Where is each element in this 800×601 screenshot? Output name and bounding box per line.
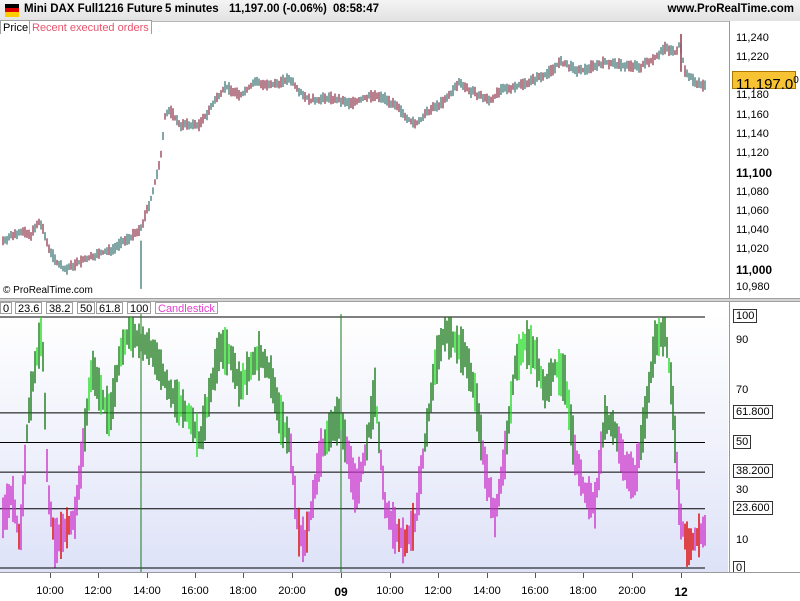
- time-axis-tick: [147, 573, 148, 578]
- right-axis: [729, 21, 800, 572]
- price-axis-label: 11,180: [736, 89, 769, 101]
- price-axis-label: 11,100: [736, 166, 773, 180]
- instrument-name: Mini DAX Full1216 Future: [24, 3, 163, 15]
- oscillator-axis-label: 90: [736, 334, 749, 346]
- oscillator-axis-label: 30: [736, 484, 749, 496]
- oscillator-panel[interactable]: [0, 314, 728, 572]
- fib-tab-50[interactable]: 50: [77, 302, 96, 315]
- price-axis-label: 11,060: [736, 205, 769, 217]
- time-axis: [0, 572, 800, 601]
- time-axis-tick: [487, 573, 488, 578]
- fib-level-box: 38.200: [733, 464, 773, 478]
- time-axis-tick: [438, 573, 439, 578]
- fib-tab-38-2[interactable]: 38.2: [46, 302, 74, 315]
- current-price-tag: 11,197.00: [732, 71, 799, 93]
- title-bar: Mini DAX Full1216 Future 5 minutes 11,19…: [0, 0, 800, 22]
- german-flag-icon: [5, 4, 19, 17]
- time-axis-tick: [195, 573, 196, 578]
- fib-level-box: 50: [733, 435, 752, 449]
- price-axis-label: 10,980: [736, 281, 770, 293]
- price-change: 11,197.00 (-0.06%): [229, 3, 327, 15]
- time-axis-label: 09: [334, 585, 348, 599]
- time-axis-label: 20:00: [278, 585, 306, 597]
- time-axis-label: 18:00: [569, 585, 597, 597]
- fib-level-box: 23.600: [733, 501, 773, 515]
- price-axis-label: 11,020: [736, 243, 769, 255]
- time-axis-label: 12: [674, 585, 688, 599]
- price-chart-panel[interactable]: [0, 34, 728, 298]
- time-axis-tick: [292, 573, 293, 578]
- fib-level-box: 100: [733, 309, 758, 323]
- price-axis-label: 11,160: [736, 109, 769, 121]
- time-axis-label: 14:00: [133, 585, 161, 597]
- fib-tab-100[interactable]: 100: [127, 302, 152, 315]
- panel-separator[interactable]: [0, 298, 800, 302]
- site-link[interactable]: www.ProRealTime.com: [667, 3, 794, 15]
- time-axis-tick: [535, 573, 536, 578]
- oscillator-axis-label: 10: [736, 534, 749, 546]
- price-axis-label: 11,220: [736, 51, 769, 63]
- time-axis-label: 12:00: [84, 585, 112, 597]
- fib-tab-23-6[interactable]: 23.6: [15, 302, 43, 315]
- time-axis-label: 18:00: [229, 585, 257, 597]
- time-axis-tick: [341, 573, 342, 578]
- fib-level-box: 61.800: [733, 405, 773, 419]
- time-axis-tick: [632, 573, 633, 578]
- time-axis-label: 10:00: [36, 585, 64, 597]
- time-axis-label: 14:00: [473, 585, 501, 597]
- oscillator-axis-label: 70: [736, 384, 749, 396]
- oscillator-chart: [0, 314, 706, 572]
- price-axis-label: 11,040: [736, 224, 769, 236]
- time-axis-label: 20:00: [618, 585, 646, 597]
- time-axis-label: 10:00: [376, 585, 404, 597]
- time-axis-tick: [583, 573, 584, 578]
- price-axis-label: 11,120: [736, 147, 769, 159]
- price-axis-label: 11,240: [736, 32, 769, 44]
- time-axis-label: 16:00: [181, 585, 209, 597]
- price-axis-label: 11,000: [736, 263, 773, 277]
- current-price-sup: 0: [793, 75, 799, 86]
- time-axis-label: 12:00: [424, 585, 452, 597]
- time-axis-tick: [390, 573, 391, 578]
- tab-recent-orders[interactable]: Recent executed orders: [29, 20, 152, 36]
- time-axis-tick: [98, 573, 99, 578]
- time-axis-tick: [243, 573, 244, 578]
- price-axis-label: 11,140: [736, 128, 769, 140]
- period-label[interactable]: 5 minutes: [165, 3, 219, 15]
- fib-level-box: 0: [733, 561, 746, 575]
- price-chart: [2, 34, 706, 289]
- last-update-time: 08:58:47: [333, 3, 380, 15]
- copyright-text: © ProRealTime.com: [3, 285, 93, 296]
- fib-tab-61-8[interactable]: 61.8: [96, 302, 124, 315]
- current-price-value: 11,197.0: [736, 76, 794, 93]
- time-axis-tick: [50, 573, 51, 578]
- indicator-candlestick-tab[interactable]: Candlestick: [155, 302, 218, 315]
- fib-tab-0[interactable]: 0: [0, 302, 13, 315]
- time-axis-label: 16:00: [521, 585, 549, 597]
- price-axis-label: 11,080: [736, 186, 769, 198]
- time-axis-tick: [681, 573, 682, 578]
